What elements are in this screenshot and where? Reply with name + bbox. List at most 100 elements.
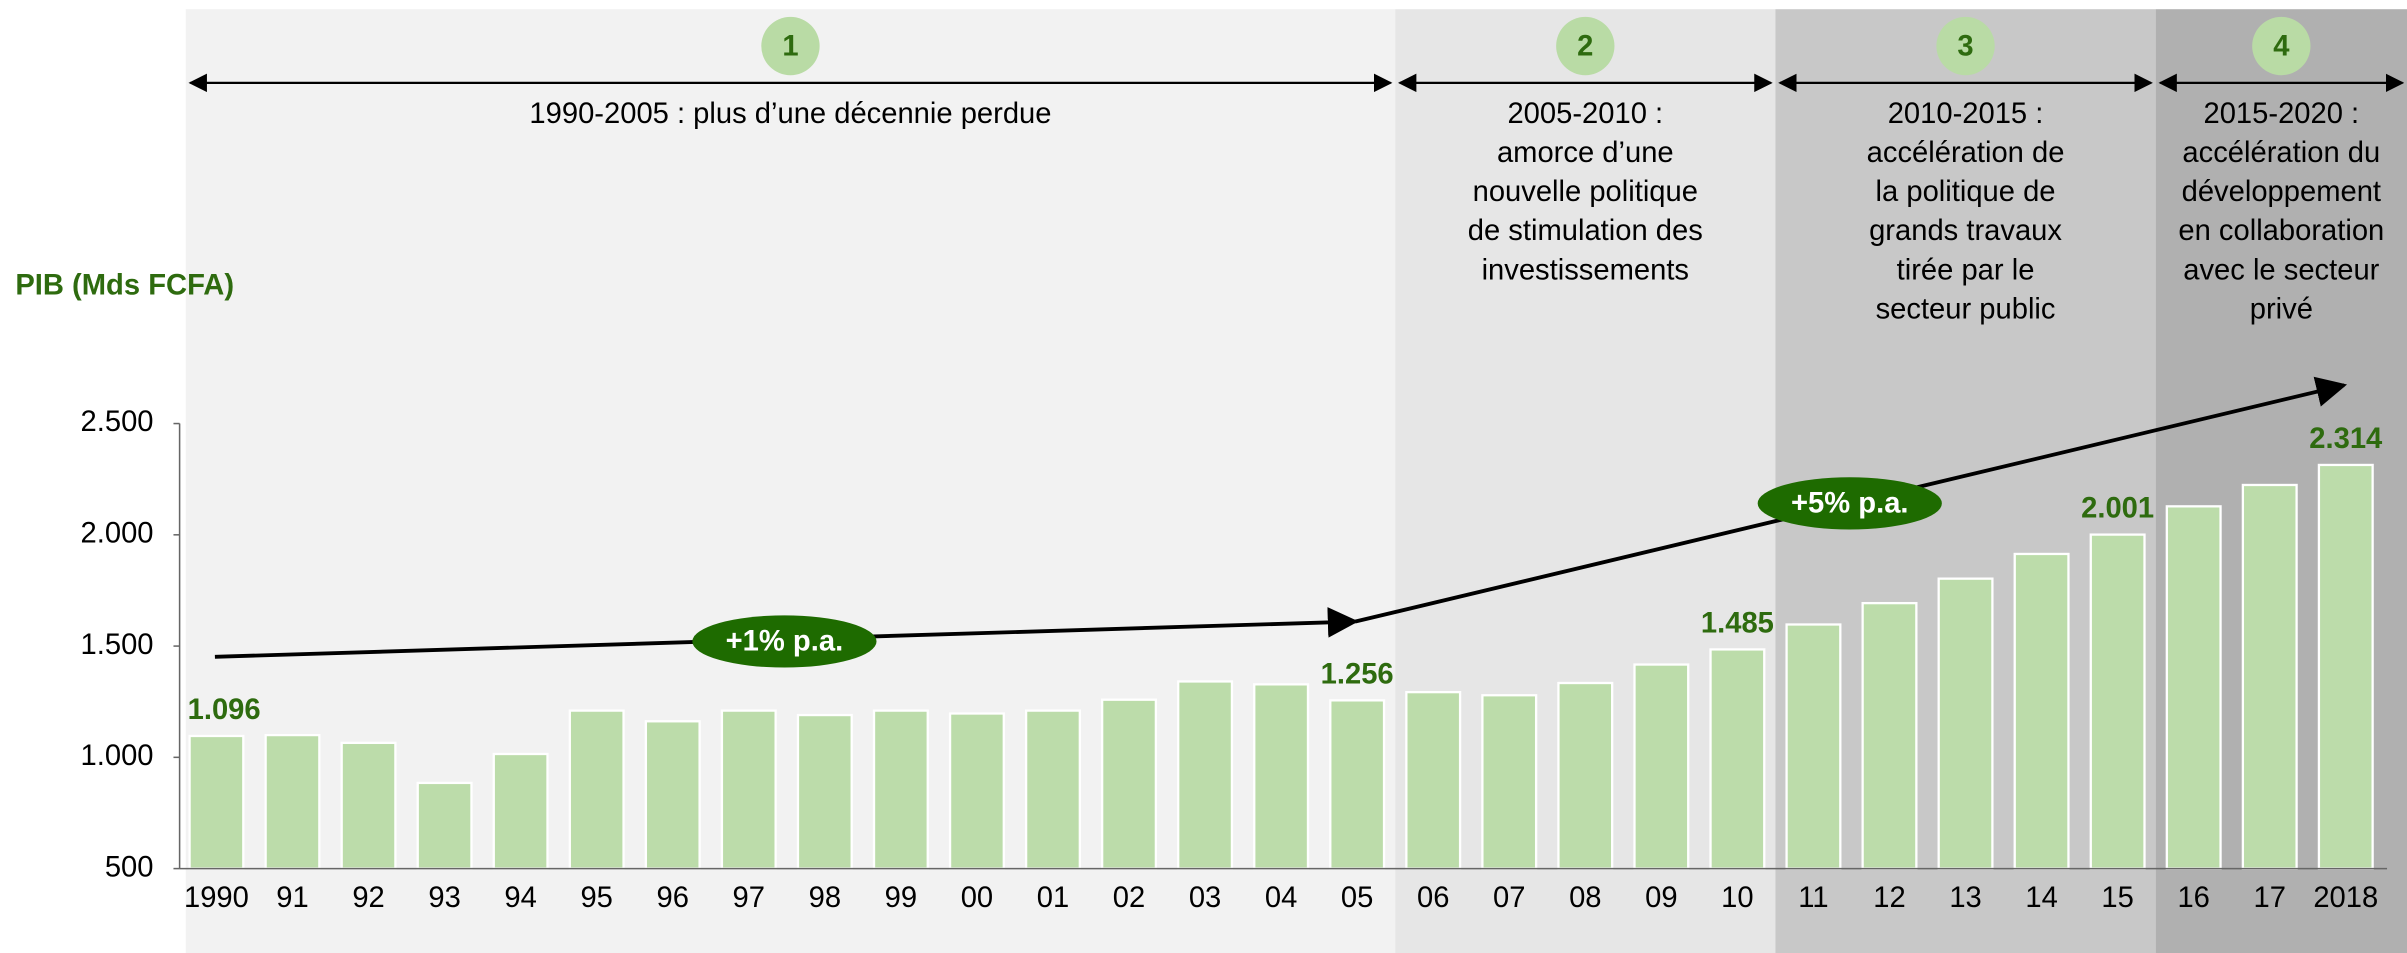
x-tick-label: 14 — [2025, 882, 2057, 914]
bar — [2089, 533, 2146, 870]
y-axis-title: PIB (Mds FCFA) — [15, 270, 234, 302]
annotation-badge — [1757, 477, 1942, 530]
x-tick-label: 00 — [961, 882, 993, 914]
x-tick-label: 93 — [428, 882, 460, 914]
value-label: 1.256 — [1321, 659, 1394, 691]
phase-label: 2015-2020 : — [2203, 98, 2359, 130]
bar — [188, 734, 245, 870]
phase-label: grands travaux — [1869, 215, 2062, 247]
x-tick-label: 97 — [733, 882, 765, 914]
phase-label: privé — [2250, 293, 2313, 325]
phase-label: amorce d’une — [1497, 137, 1674, 169]
bar — [1481, 694, 1538, 870]
bar — [1329, 699, 1386, 870]
x-tick-label: 04 — [1265, 882, 1297, 914]
x-tick-label: 07 — [1493, 882, 1525, 914]
y-tick-label: 2.500 — [81, 406, 154, 438]
y-tick-label: 1.000 — [81, 740, 154, 772]
bar — [1101, 698, 1158, 870]
bar — [416, 781, 473, 870]
x-tick-label: 01 — [1037, 882, 1069, 914]
phase-label: 1990-2005 : plus d’une décennie perdue — [529, 98, 1051, 130]
phase-badge — [1936, 16, 1995, 76]
x-tick-label: 99 — [885, 882, 917, 914]
bar — [1557, 681, 1614, 870]
phase-label: 2005-2010 : — [1507, 98, 1663, 130]
phase-label: accélération de — [1867, 137, 2065, 169]
phase-number: 2 — [1577, 30, 1593, 62]
phase-label: 2010-2015 : — [1888, 98, 2044, 130]
x-tick-label: 16 — [2177, 882, 2209, 914]
phase-label: en collaboration — [2178, 215, 2384, 247]
x-tick-label: 11 — [1798, 882, 1828, 914]
x-tick-label: 09 — [1645, 882, 1677, 914]
bar — [492, 752, 549, 870]
x-tick-label: 13 — [1949, 882, 1981, 914]
phase-label: accélération du — [2182, 137, 2380, 169]
bar — [948, 712, 1005, 870]
bar — [720, 709, 777, 870]
value-label: 2.314 — [2309, 423, 2383, 455]
bar — [568, 709, 625, 870]
bar — [1861, 601, 1918, 870]
x-tick-label: 98 — [809, 882, 841, 914]
bar — [872, 709, 929, 870]
phase-label: investissements — [1482, 254, 1689, 286]
x-tick-label: 92 — [352, 882, 384, 914]
phase-label: secteur public — [1876, 293, 2056, 325]
x-tick-label: 10 — [1721, 882, 1753, 914]
bar — [1253, 683, 1310, 870]
x-tick-label: 08 — [1569, 882, 1601, 914]
phase-label: développement — [2182, 176, 2381, 208]
bar — [796, 713, 853, 870]
phase-number: 4 — [2273, 30, 2290, 62]
x-tick-label: 91 — [276, 882, 308, 914]
phase-badge — [1556, 16, 1615, 76]
bar — [2241, 483, 2298, 870]
phase-label: tirée par le — [1897, 254, 2035, 286]
phase-number: 1 — [782, 30, 798, 62]
phase-badge — [761, 16, 820, 76]
x-tick-label: 1990 — [184, 882, 249, 914]
phase-label: nouvelle politique — [1473, 176, 1698, 208]
x-tick-label: 2018 — [2313, 882, 2378, 914]
y-tick-label: 500 — [105, 851, 154, 883]
x-tick-label: 94 — [504, 882, 536, 914]
y-tick-label: 2.000 — [81, 518, 154, 550]
x-tick-label: 12 — [1873, 882, 1905, 914]
bar — [644, 720, 701, 870]
y-tick-label: 1.500 — [81, 629, 154, 661]
value-label: 1.096 — [188, 694, 261, 726]
bar — [1709, 648, 1766, 870]
bar — [2165, 505, 2222, 870]
x-tick-label: 17 — [2254, 882, 2286, 914]
x-tick-label: 06 — [1417, 882, 1449, 914]
value-label: 2.001 — [2081, 493, 2154, 525]
annotation: +5% p.a. — [1791, 488, 1909, 520]
x-tick-label: 02 — [1113, 882, 1145, 914]
annotation-badge — [692, 615, 877, 668]
bar — [1785, 623, 1842, 870]
x-tick-label: 95 — [580, 882, 612, 914]
bar — [2317, 463, 2374, 870]
bar — [340, 741, 397, 870]
x-tick-label: 03 — [1189, 882, 1221, 914]
phase-badge — [2252, 16, 2311, 76]
x-tick-label: 96 — [657, 882, 689, 914]
phase-label: la politique de — [1876, 176, 2056, 208]
x-tick-label: 05 — [1341, 882, 1373, 914]
bar — [2013, 552, 2070, 870]
bar — [264, 733, 321, 870]
bar — [1937, 577, 1994, 870]
bar — [1024, 709, 1081, 870]
x-tick-label: 15 — [2101, 882, 2133, 914]
bar — [1177, 680, 1234, 870]
bar — [1633, 663, 1690, 870]
phase-label: avec le secteur — [2183, 254, 2379, 286]
annotation: +1% p.a. — [726, 626, 844, 658]
phase-label: de stimulation des — [1468, 215, 1703, 247]
value-label: 1.485 — [1701, 608, 1774, 640]
bar — [1405, 690, 1462, 870]
phase-number: 3 — [1957, 30, 1973, 62]
